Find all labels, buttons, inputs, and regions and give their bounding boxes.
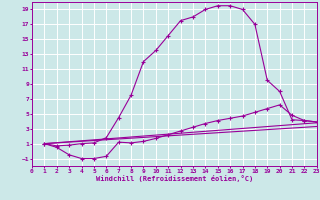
- X-axis label: Windchill (Refroidissement éolien,°C): Windchill (Refroidissement éolien,°C): [96, 175, 253, 182]
